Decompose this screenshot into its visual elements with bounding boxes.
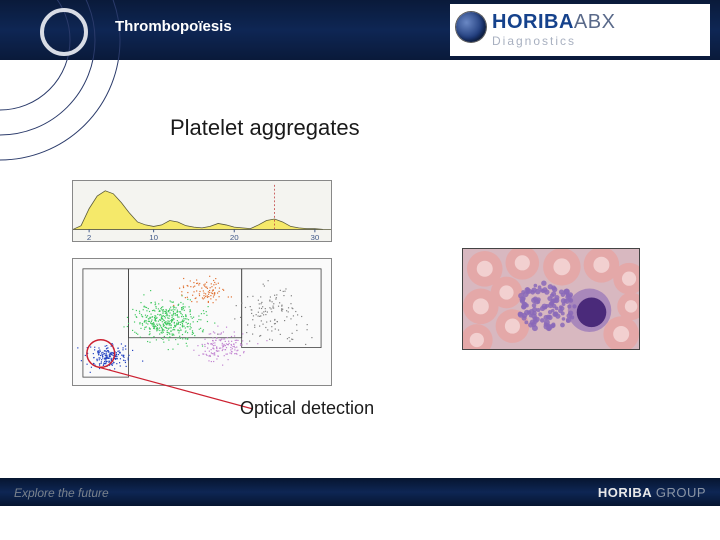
- brand-logo: HORIBAABX Diagnostics: [450, 4, 710, 56]
- scatter-plot: [72, 258, 332, 386]
- platelet-histogram: 2 10 20 30: [72, 180, 332, 242]
- header-title: Thrombopoïesis: [115, 18, 232, 35]
- logo-subtext: Diagnostics: [492, 34, 576, 48]
- slide-header: Thrombopoïesis HORIBAABX Diagnostics: [0, 0, 720, 60]
- svg-text:20: 20: [230, 233, 239, 241]
- logo-text: HORIBAABX: [492, 12, 615, 32]
- footer-brand: HORIBA GROUP: [598, 485, 706, 500]
- chart-caption: Optical detection: [240, 398, 374, 419]
- globe-icon: [456, 12, 486, 42]
- svg-text:30: 30: [310, 233, 319, 241]
- svg-text:2: 2: [87, 233, 91, 241]
- section-title: Platelet aggregates: [170, 115, 360, 141]
- blood-smear-micrograph: [462, 248, 640, 350]
- svg-text:10: 10: [149, 233, 158, 241]
- header-ring-icon: [40, 8, 88, 56]
- footer-tagline: Explore the future: [14, 486, 109, 500]
